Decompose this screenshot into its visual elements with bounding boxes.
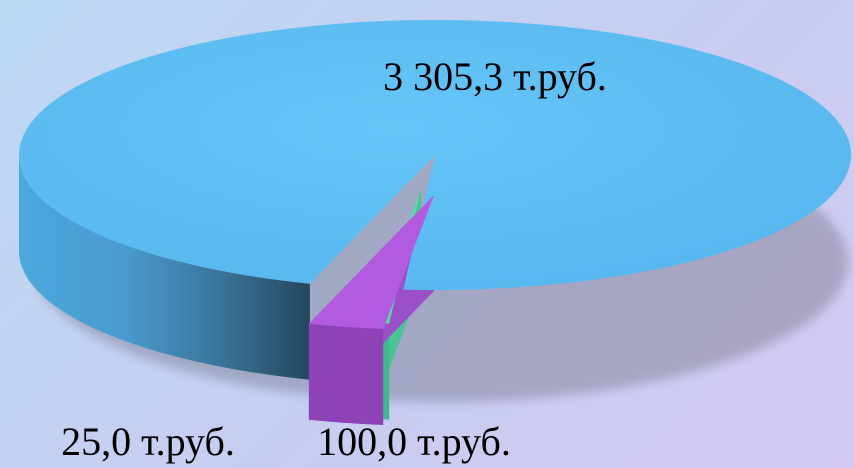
data-label-1: 25,0 т.руб.	[61, 419, 235, 464]
pie-slice-side-0	[19, 155, 310, 380]
data-label-2: 100,0 т.руб.	[317, 419, 511, 464]
data-label-0: 3 305,3 т.руб.	[383, 54, 607, 99]
pie-slice-side-2	[308, 323, 384, 425]
pie-slice-0	[19, 19, 852, 291]
pie-slice-2	[308, 195, 434, 329]
